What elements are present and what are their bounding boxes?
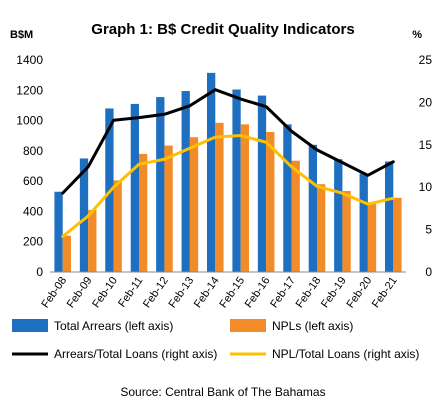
npl-bar — [62, 235, 72, 272]
arrears-bar — [156, 97, 165, 272]
arrears-bar — [308, 144, 317, 272]
arrears-bar — [130, 103, 139, 272]
x-tick-label: Feb-14 — [192, 275, 222, 310]
npl-bar — [266, 131, 275, 272]
x-tick-label: Feb-21 — [370, 275, 400, 310]
arrears-bar — [181, 91, 190, 272]
legend-label: NPL/Total Loans (right axis) — [272, 347, 419, 361]
npl-bar — [88, 209, 97, 272]
x-tick-label: Feb-10 — [90, 275, 120, 310]
right-tick-label: 5 — [425, 223, 432, 237]
x-tick-label: Feb-13 — [166, 275, 196, 310]
left-tick-label: 0 — [36, 265, 43, 279]
arrears-bar — [359, 173, 368, 272]
arrears-ratio-line — [61, 88, 395, 195]
npl-ratio-line — [61, 133, 395, 238]
right-axis-ticks: 0 5 10 15 20 25 — [419, 53, 433, 279]
line-series — [61, 88, 395, 238]
npl-bar — [342, 190, 351, 272]
right-axis-unit: % — [412, 29, 422, 41]
arrears-bar — [334, 159, 343, 272]
npl-bar — [240, 124, 250, 272]
npl-bar — [215, 122, 224, 272]
npl-bar — [164, 145, 173, 272]
left-tick-label: 400 — [23, 204, 43, 218]
chart-title: Graph 1: B$ Credit Quality Indicators — [91, 21, 354, 38]
left-axis-unit: B$M — [10, 29, 33, 41]
npl-bar — [393, 197, 402, 272]
left-tick-label: 200 — [23, 235, 43, 249]
arrears-bar — [384, 161, 394, 272]
right-tick-label: 10 — [419, 180, 433, 194]
npl-bar — [139, 153, 148, 272]
right-tick-label: 25 — [419, 53, 433, 67]
npl-bar — [189, 137, 199, 272]
x-tick-label: Feb-20 — [344, 275, 374, 310]
x-tick-label: Feb-19 — [319, 275, 349, 310]
npl-bar — [367, 202, 377, 272]
legend-label: NPLs (left axis) — [272, 319, 353, 333]
arrears-bar — [54, 191, 63, 272]
right-tick-label: 20 — [419, 95, 433, 109]
x-tick-label: Feb-09 — [65, 275, 95, 310]
arrears-bar — [79, 158, 89, 272]
x-tick-label: Feb-08 — [39, 275, 69, 310]
arrears-bar — [232, 89, 241, 272]
x-tick-label: Feb-17 — [268, 275, 298, 310]
left-tick-label: 1200 — [16, 83, 43, 97]
legend-label: Arrears/Total Loans (right axis) — [54, 347, 217, 361]
legend-swatch — [12, 319, 48, 332]
x-axis-ticks: Feb-08Feb-09Feb-10Feb-11Feb-12Feb-13Feb-… — [39, 275, 399, 310]
left-tick-label: 600 — [23, 174, 43, 188]
left-tick-label: 1000 — [16, 114, 43, 128]
left-axis-ticks: 0 200 400 600 800 1000 1200 1400 — [16, 53, 43, 279]
legend: Total Arrears (left axis) NPLs (left axis… — [12, 319, 419, 361]
legend-label: Total Arrears (left axis) — [54, 319, 173, 333]
right-tick-label: 0 — [425, 265, 432, 279]
bar-series — [54, 72, 402, 273]
x-tick-label: Feb-12 — [141, 275, 171, 310]
arrears-bar — [257, 95, 267, 272]
x-tick-label: Feb-18 — [294, 275, 324, 310]
legend-swatch — [230, 319, 266, 332]
left-tick-label: 800 — [23, 144, 43, 158]
x-tick-label: Feb-16 — [243, 275, 273, 310]
x-tick-label: Feb-15 — [217, 275, 247, 310]
npl-bar — [113, 180, 122, 272]
right-tick-label: 15 — [419, 138, 433, 152]
left-tick-label: 1400 — [16, 53, 43, 67]
arrears-bar — [283, 124, 292, 272]
npl-bar — [317, 184, 326, 272]
npl-bar — [291, 160, 300, 272]
arrears-bar — [206, 72, 216, 273]
source-note: Source: Central Bank of The Bahamas — [120, 385, 325, 399]
